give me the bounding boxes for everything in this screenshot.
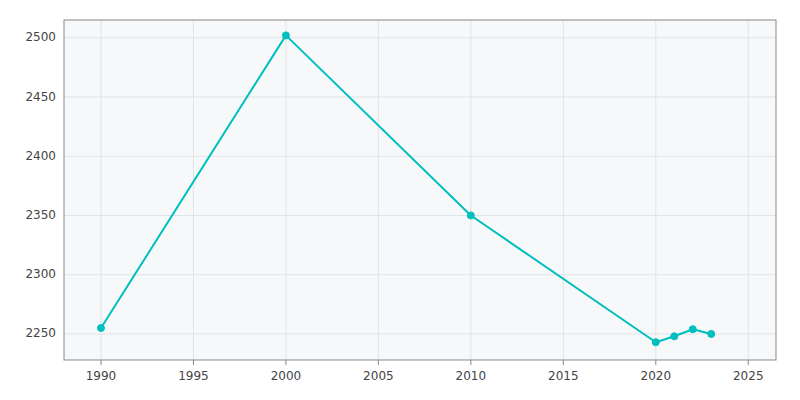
y-tick-label: 2500 xyxy=(25,30,56,44)
y-tick-label: 2450 xyxy=(25,90,56,104)
plot-area xyxy=(64,20,776,360)
x-tick-mark xyxy=(100,360,101,365)
chart-container: 2250 2300 2350 2400 2450 2500 1990 1995 2000 2005… xyxy=(0,0,800,400)
point xyxy=(671,333,678,340)
x-tick-label: 2015 xyxy=(548,369,579,383)
x-tick-mark xyxy=(470,360,471,365)
point xyxy=(652,339,659,346)
point xyxy=(467,212,474,219)
grid-line-y xyxy=(64,274,776,275)
grid xyxy=(64,20,776,360)
x-tick-label: 2020 xyxy=(641,369,672,383)
grid-line-x xyxy=(193,20,194,360)
grid-line-x xyxy=(563,20,564,360)
y-tick-label: 2400 xyxy=(25,149,56,163)
grid-line-x xyxy=(100,20,101,360)
x-tick-mark xyxy=(193,360,194,365)
x-tick-mark xyxy=(378,360,379,365)
x-tick-label: 2025 xyxy=(733,369,764,383)
grid-line-x xyxy=(378,20,379,360)
x-tick-label: 2000 xyxy=(271,369,302,383)
x-tick-mark xyxy=(748,360,749,365)
y-tick-label: 2350 xyxy=(25,208,56,222)
plot-frame xyxy=(64,20,776,360)
x-tick-mark xyxy=(285,360,286,365)
axes: 2250 2300 2350 2400 2450 2500 1990 1995 2000 2005… xyxy=(25,30,763,383)
line xyxy=(101,35,711,342)
series xyxy=(97,32,714,346)
y-tick-label: 2250 xyxy=(25,326,56,340)
x-tick-label: 1990 xyxy=(86,369,117,383)
grid-line-y xyxy=(64,333,776,334)
grid-line-x xyxy=(470,20,471,360)
grid-line-x xyxy=(748,20,749,360)
grid-line-y xyxy=(64,97,776,98)
x-tick-label: 1995 xyxy=(178,369,209,383)
point xyxy=(708,330,715,337)
x-tick-mark xyxy=(563,360,564,365)
grid-line-y xyxy=(64,156,776,157)
y-tick-label: 2300 xyxy=(25,267,56,281)
point xyxy=(689,326,696,333)
point xyxy=(282,32,289,39)
x-tick-label: 2010 xyxy=(456,369,487,383)
x-tick-mark xyxy=(655,360,656,365)
point xyxy=(97,325,104,332)
grid-line-x xyxy=(285,20,286,360)
grid-line-x xyxy=(655,20,656,360)
grid-line-y xyxy=(64,37,776,38)
x-tick-label: 2005 xyxy=(363,369,394,383)
chart: 2250 2300 2350 2400 2450 2500 1990 1995 2000 2005… xyxy=(0,0,800,400)
